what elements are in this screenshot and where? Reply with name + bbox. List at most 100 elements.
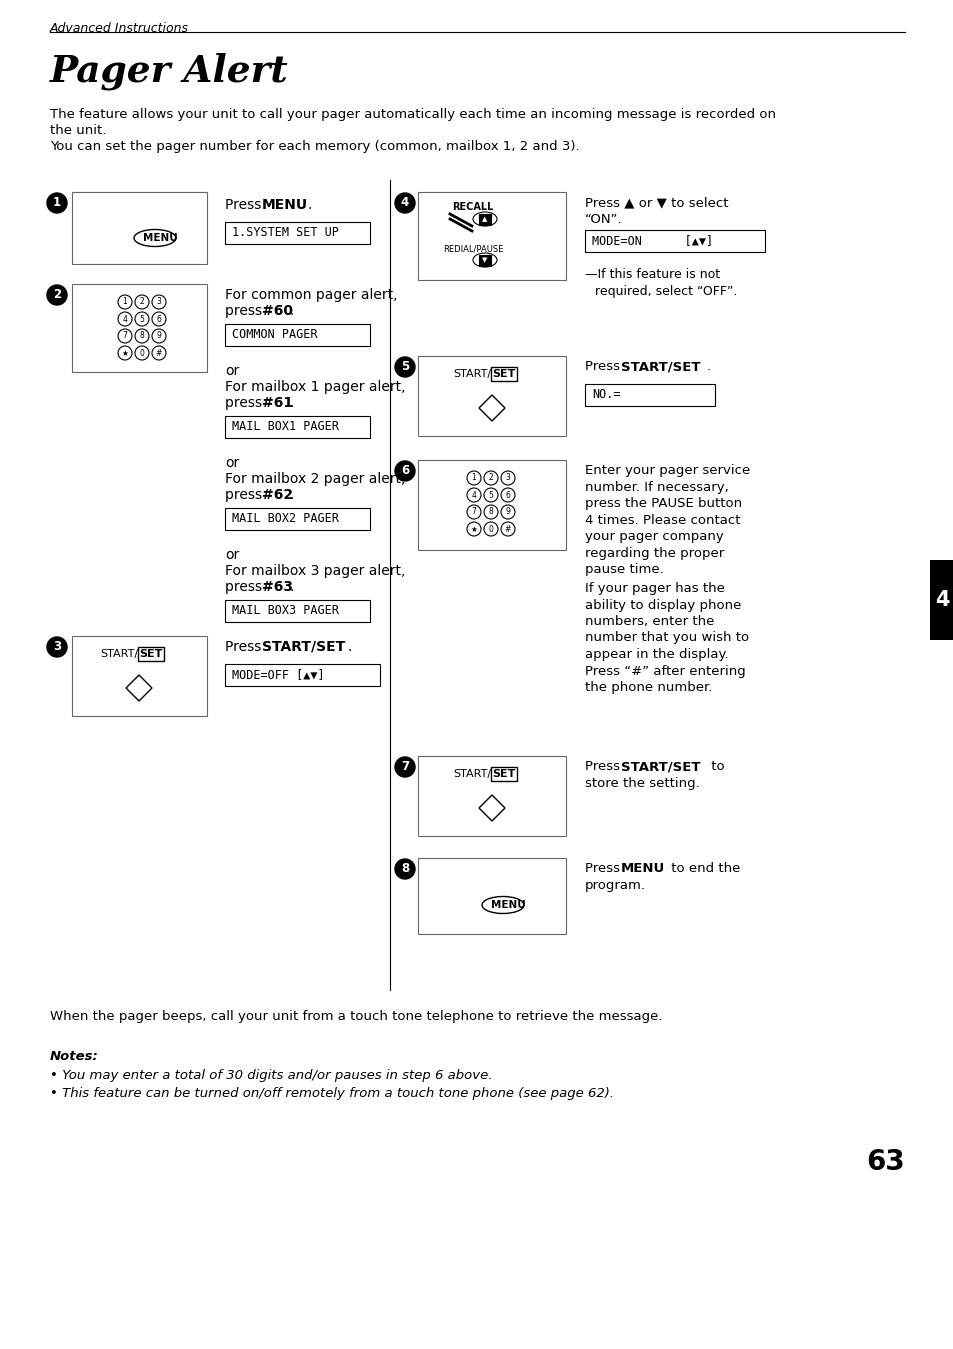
Text: ★: ★: [470, 525, 476, 533]
Text: to end the: to end the: [666, 862, 740, 876]
Text: press: press: [225, 580, 266, 594]
Text: MODE=ON      [▲▼]: MODE=ON [▲▼]: [592, 235, 713, 247]
Text: required, select “OFF”.: required, select “OFF”.: [595, 285, 737, 298]
Bar: [71, 192, 207, 264]
Bar: [225, 324, 370, 345]
Text: If your pager has the
ability to display phone
numbers, enter the
number that yo: If your pager has the ability to display…: [584, 581, 748, 693]
Text: .: .: [290, 488, 294, 502]
Circle shape: [500, 522, 515, 536]
Text: 7: 7: [122, 332, 128, 340]
Text: the unit.: the unit.: [50, 124, 107, 138]
Circle shape: [500, 488, 515, 502]
Ellipse shape: [481, 897, 523, 913]
Text: 3: 3: [156, 298, 161, 306]
Bar: [417, 192, 565, 281]
Circle shape: [467, 505, 480, 519]
Text: or: or: [225, 364, 239, 378]
Text: 1: 1: [471, 473, 476, 483]
Circle shape: [118, 295, 132, 309]
Text: START/: START/: [453, 370, 491, 379]
Bar: [225, 664, 379, 687]
Bar: [225, 600, 370, 622]
Text: • You may enter a total of 30 digits and/or pauses in step 6 above.: • You may enter a total of 30 digits and…: [50, 1068, 492, 1082]
Text: press: press: [225, 488, 266, 502]
Text: 2: 2: [139, 298, 144, 306]
Circle shape: [152, 345, 166, 360]
Text: Pager Alert: Pager Alert: [50, 53, 289, 89]
Text: .: .: [308, 198, 312, 212]
Text: 4: 4: [122, 314, 128, 324]
Circle shape: [395, 193, 415, 213]
Text: 8: 8: [139, 332, 144, 340]
Text: For mailbox 2 pager alert,: For mailbox 2 pager alert,: [225, 472, 405, 486]
Text: to: to: [706, 759, 724, 773]
Text: For mailbox 3 pager alert,: For mailbox 3 pager alert,: [225, 564, 405, 577]
Text: Press: Press: [584, 862, 623, 876]
Text: ★: ★: [121, 348, 129, 357]
Text: MENU: MENU: [490, 900, 525, 911]
Text: Press ▲ or ▼ to select: Press ▲ or ▼ to select: [584, 196, 728, 209]
Bar: [929, 560, 953, 639]
Text: SET: SET: [492, 370, 516, 379]
Bar: [138, 648, 164, 661]
Text: START/SET: START/SET: [262, 639, 345, 654]
Text: MAIL BOX1 PAGER: MAIL BOX1 PAGER: [232, 421, 338, 433]
Text: SET: SET: [139, 649, 163, 660]
Text: —If this feature is not: —If this feature is not: [584, 268, 720, 281]
Circle shape: [395, 461, 415, 482]
Text: 1: 1: [123, 298, 128, 306]
Circle shape: [483, 522, 497, 536]
Circle shape: [395, 357, 415, 376]
Text: 9: 9: [505, 507, 510, 517]
Ellipse shape: [473, 212, 497, 227]
Bar: [225, 415, 370, 438]
Text: program.: program.: [584, 880, 645, 892]
Text: 2: 2: [52, 289, 61, 301]
Text: • This feature can be turned on/off remotely from a touch tone phone (see page 6: • This feature can be turned on/off remo…: [50, 1087, 614, 1099]
Bar: [225, 509, 370, 530]
Ellipse shape: [133, 229, 175, 247]
Text: 6: 6: [400, 464, 409, 478]
Text: MENU: MENU: [143, 233, 177, 243]
Circle shape: [152, 329, 166, 343]
Text: When the pager beeps, call your unit from a touch tone telephone to retrieve the: When the pager beeps, call your unit fro…: [50, 1010, 661, 1023]
Text: ▼: ▼: [482, 258, 487, 263]
Circle shape: [118, 312, 132, 326]
Text: store the setting.: store the setting.: [584, 777, 699, 791]
Text: 2: 2: [488, 473, 493, 483]
Text: .: .: [290, 580, 294, 594]
Text: 5: 5: [488, 491, 493, 499]
Text: Press: Press: [225, 639, 266, 654]
Bar: [584, 384, 714, 406]
Text: #61: #61: [262, 397, 293, 410]
Text: 6: 6: [505, 491, 510, 499]
Text: START/: START/: [453, 769, 491, 778]
Text: #: #: [155, 348, 162, 357]
Text: ▲: ▲: [482, 216, 487, 223]
Circle shape: [483, 505, 497, 519]
Text: You can set the pager number for each memory (common, mailbox 1, 2 and 3).: You can set the pager number for each me…: [50, 140, 579, 152]
Text: 4: 4: [400, 197, 409, 209]
Text: For common pager alert,: For common pager alert,: [225, 287, 397, 302]
Text: Notes:: Notes:: [50, 1050, 99, 1063]
Text: 3: 3: [52, 641, 61, 653]
Text: 3: 3: [505, 473, 510, 483]
Text: Enter your pager service
number. If necessary,
press the PAUSE button
4 times. P: Enter your pager service number. If nece…: [584, 464, 749, 576]
Text: press: press: [225, 397, 266, 410]
Text: COMMON PAGER: COMMON PAGER: [232, 329, 317, 341]
Text: For mailbox 1 pager alert,: For mailbox 1 pager alert,: [225, 380, 405, 394]
Text: SET: SET: [492, 769, 516, 778]
Text: REDIAL/PAUSE: REDIAL/PAUSE: [442, 244, 502, 254]
Circle shape: [135, 295, 149, 309]
Text: .: .: [290, 397, 294, 410]
Circle shape: [47, 285, 67, 305]
Bar: [417, 460, 565, 550]
Text: 1: 1: [52, 197, 61, 209]
Bar: [417, 356, 565, 436]
Bar: [417, 755, 565, 836]
Text: RECALL: RECALL: [452, 202, 493, 212]
Text: 63: 63: [865, 1148, 904, 1176]
Circle shape: [47, 637, 67, 657]
Text: 7: 7: [400, 761, 409, 773]
Text: 5: 5: [400, 360, 409, 374]
